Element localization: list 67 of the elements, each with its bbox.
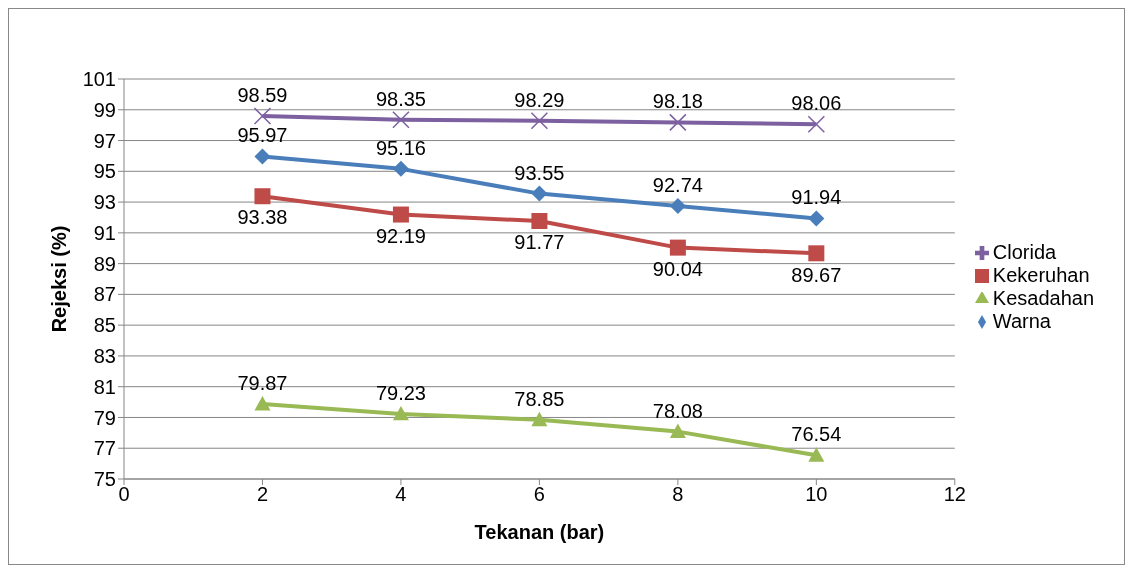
x-tick-label: 12 (943, 483, 966, 506)
data-label: 98.18 (652, 90, 703, 113)
data-label: 92.19 (375, 224, 426, 247)
y-tick-label: 83 (93, 345, 116, 368)
y-tick-label: 87 (93, 283, 116, 306)
y-tick-label: 95 (93, 160, 116, 183)
x-tick-label: 2 (256, 483, 269, 506)
point (530, 111, 549, 130)
y-tick-label: 81 (93, 375, 116, 398)
y-tick-label: 91 (93, 221, 116, 244)
data-label: 95.97 (237, 124, 288, 147)
point (531, 213, 548, 229)
y-tick-label: 89 (93, 252, 116, 275)
data-label: 93.38 (237, 206, 288, 229)
y-tick-label: 99 (93, 98, 116, 121)
y-tick-label: 75 (93, 468, 116, 491)
x-axis-title: Tekanan (bar) (474, 521, 605, 543)
point (392, 206, 409, 223)
data-label: 98.06 (791, 92, 842, 115)
point (392, 111, 410, 129)
data-label: 78.08 (652, 399, 703, 422)
data-label: 79.87 (237, 372, 288, 395)
data-label: 79.23 (375, 381, 426, 404)
y-tick-label: 85 (93, 314, 116, 337)
point (808, 210, 825, 227)
y-tick-label: 101 (82, 68, 116, 91)
data-label: 93.55 (514, 161, 565, 184)
y-tick-label: 93 (93, 191, 116, 214)
data-label: 95.16 (375, 136, 426, 159)
point (808, 245, 825, 262)
legend-label: Warna (992, 309, 1051, 332)
point (669, 423, 686, 439)
point (253, 107, 272, 125)
data-label: 89.67 (791, 263, 842, 286)
x-tick-label: 0 (118, 483, 130, 506)
x-tick-label: 6 (533, 483, 545, 506)
legend-label: Kekeruhan (992, 263, 1090, 286)
data-label: 92.74 (652, 174, 703, 197)
y-tick-label: 77 (93, 437, 116, 460)
point (669, 239, 686, 256)
point (254, 148, 271, 165)
data-label: 91.94 (791, 186, 842, 209)
point (392, 405, 409, 421)
data-label: 90.04 (652, 257, 703, 280)
point (669, 198, 686, 215)
x-tick-label: 10 (805, 483, 828, 506)
y-tick-label: 97 (93, 129, 116, 152)
data-label: 98.59 (237, 84, 288, 107)
x-tick-label: 8 (672, 483, 684, 506)
point (392, 160, 409, 177)
y-axis-title: Rejeksi (%) (48, 225, 71, 333)
point (808, 447, 825, 462)
data-label: 98.29 (514, 88, 565, 111)
point (254, 396, 271, 411)
point (531, 411, 548, 427)
point (531, 185, 548, 202)
legend-label: Kesadahan (992, 286, 1094, 309)
point (807, 115, 826, 133)
data-label: 98.35 (375, 87, 426, 110)
data-label: 76.54 (791, 423, 842, 446)
point (669, 113, 687, 132)
y-tick-label: 79 (93, 406, 116, 429)
legend-label: Clorida (992, 240, 1057, 263)
x-tick-label: 4 (395, 483, 407, 506)
data-label: 78.85 (514, 387, 565, 410)
data-label: 91.77 (514, 231, 565, 254)
point (254, 188, 271, 205)
